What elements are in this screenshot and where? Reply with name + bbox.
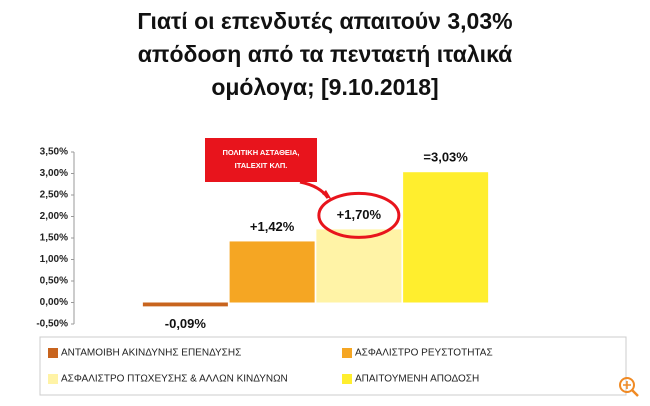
y-tick-label: 3,50%	[40, 147, 68, 158]
legend-swatch	[48, 374, 58, 384]
bar	[316, 229, 402, 303]
y-tick-label: 2,50%	[40, 190, 68, 201]
y-tick-label: 2,00%	[40, 211, 68, 222]
legend-swatch	[342, 348, 352, 358]
chart-title: απόδοση από τα πενταετή ιταλικά	[138, 41, 513, 67]
value-label: =3,03%	[423, 150, 468, 165]
y-tick-label: 3,00%	[40, 168, 68, 179]
legend-label: ΑΣΦΑΛΙΣΤΡΟ ΡΕΥΣΤΟΤΗΤΑΣ	[355, 348, 493, 359]
value-label: +1,70%	[337, 207, 382, 222]
bar	[229, 241, 315, 303]
bar	[142, 302, 228, 307]
annotation: ΠΟΛΙΤΙΚΗ ΑΣΤΑΘΕΙΑ,	[222, 148, 299, 157]
zoom-icon[interactable]	[619, 377, 639, 397]
chart-title: Γιατί οι επενδυτές απαιτούν 3,03%	[137, 8, 512, 34]
legend-box	[39, 336, 627, 396]
legend-label: ΑΠΑΙΤΟΥΜΕΝΗ ΑΠΟΔΟΣΗ	[355, 374, 479, 385]
annotation: ITALEXIT ΚΛΠ.	[235, 161, 288, 170]
legend-label: ΑΝΤΑΜΟΙΒΗ ΑΚΙΝΔΥΝΗΣ ΕΠΕΝΔΥΣΗΣ	[61, 348, 241, 359]
legend-swatch	[342, 374, 352, 384]
annotation-arrow	[299, 180, 330, 199]
y-tick-label: 0,00%	[40, 297, 68, 308]
annotation-box	[205, 138, 317, 182]
value-label: -0,09%	[165, 316, 207, 331]
bar	[403, 172, 489, 303]
y-tick-label: 0,50%	[40, 276, 68, 287]
value-label: +1,42%	[250, 219, 295, 234]
y-tick-label: 1,50%	[40, 233, 68, 244]
y-tick-label: -0,50%	[36, 319, 68, 330]
legend-swatch	[48, 348, 58, 358]
annotation-arrow	[322, 190, 332, 200]
chart-title: ομόλογα; [9.10.2018]	[211, 74, 438, 100]
legend-label: ΑΣΦΑΛΙΣΤΡΟ ΠΤΩΧΕΥΣΗΣ & ΑΛΛΩΝ ΚΙΝΔΥΝΩΝ	[61, 374, 288, 385]
y-tick-label: 1,00%	[40, 254, 68, 265]
highlight-circle	[317, 191, 401, 239]
